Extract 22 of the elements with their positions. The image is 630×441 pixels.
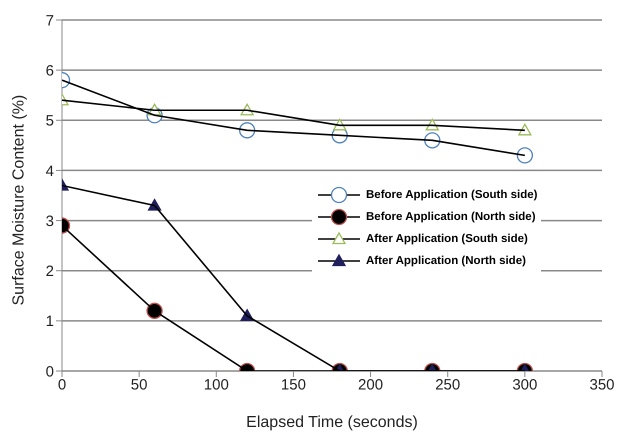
x-tick-label: 200 [358, 376, 384, 394]
y-tick-label: 2 [46, 263, 54, 280]
x-tick-label: 100 [204, 376, 229, 394]
x-tick-label: 0 [58, 376, 66, 394]
y-tick-label: 6 [46, 62, 54, 80]
x-tick-label: 350 [589, 376, 615, 394]
x-tick-label: 250 [435, 376, 460, 394]
y-tick-label: 1 [46, 313, 54, 330]
legend-label: Before Application (South side) [366, 189, 538, 201]
y-tick-label: 3 [46, 212, 54, 230]
legend-label: After Application (North side) [366, 255, 526, 267]
y-tick-label: 0 [46, 363, 54, 380]
legend-label: Before Application (North side) [366, 211, 536, 223]
y-axis-title: Surface Moisture Content (%) [10, 94, 28, 306]
x-tick-label: 300 [512, 376, 538, 394]
y-tick-label: 7 [46, 12, 54, 30]
y-tick-label: 4 [46, 162, 54, 180]
legend-label: After Application (South side) [366, 233, 528, 245]
x-tick-label: 150 [280, 376, 306, 394]
x-axis-title: Elapsed Time (seconds) [246, 414, 418, 431]
y-tick-label: 5 [46, 112, 54, 130]
x-tick-label: 50 [130, 376, 148, 394]
